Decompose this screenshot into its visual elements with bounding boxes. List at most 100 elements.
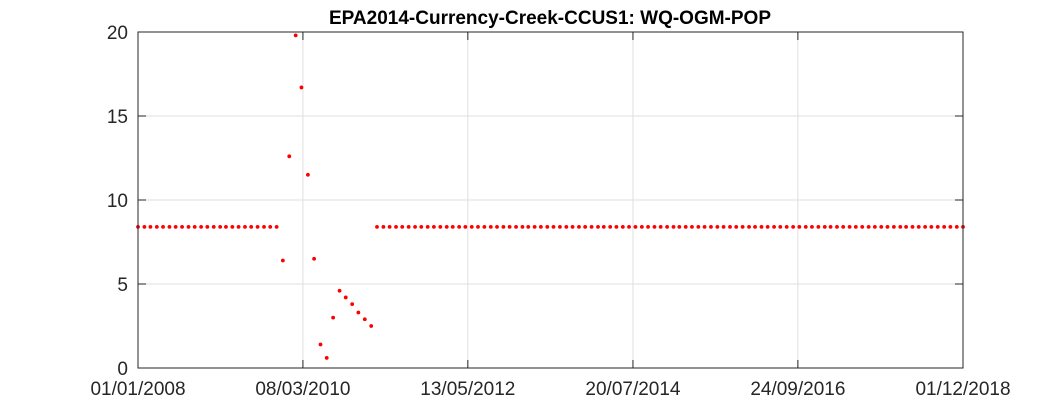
data-point [324, 356, 329, 360]
data-point [702, 224, 707, 229]
data-point [935, 224, 940, 229]
x-tick-label: 01/01/2008 [90, 379, 185, 400]
data-point [904, 224, 908, 229]
data-point [677, 224, 682, 229]
data-point [293, 33, 298, 38]
data-point [620, 224, 625, 229]
data-point [954, 224, 959, 229]
data-point [413, 224, 417, 229]
data-point [803, 224, 808, 229]
data-point [853, 224, 858, 229]
data-point [759, 224, 764, 229]
data-point [532, 224, 537, 229]
data-point [369, 324, 374, 328]
data-point [356, 310, 361, 315]
data-point [482, 224, 487, 229]
data-point [387, 224, 392, 229]
data-point [583, 224, 588, 229]
y-axis-tick-labels: 0 5 10 15 20 [107, 23, 128, 380]
data-point [639, 224, 644, 229]
data-point [381, 224, 386, 229]
data-point [740, 224, 745, 229]
data-point [753, 224, 757, 229]
axis-ticks [137, 31, 964, 369]
x-tick-label: 08/03/2010 [255, 379, 350, 400]
data-point [646, 224, 650, 229]
data-point [577, 224, 581, 229]
x-tick-label: 20/07/2014 [585, 379, 681, 400]
data-point [879, 224, 884, 229]
data-point [350, 302, 355, 307]
data-point [778, 224, 783, 229]
chart-title: EPA2014-Currency-Creek-CCUS1: WQ-OGM-POP [329, 8, 771, 29]
data-point [551, 224, 556, 229]
data-point [948, 224, 953, 229]
data-point [514, 224, 518, 229]
data-point [394, 224, 398, 229]
data-point [331, 315, 336, 320]
data-point [400, 224, 405, 229]
data-point [406, 224, 411, 229]
data-point [810, 224, 814, 229]
data-point [822, 224, 827, 229]
data-point [343, 295, 348, 300]
data-point [910, 224, 915, 229]
data-point [614, 224, 619, 229]
data-point [671, 224, 676, 229]
data-point [419, 224, 424, 229]
data-point [633, 224, 638, 229]
data-point [570, 224, 575, 229]
data-point [507, 224, 512, 229]
data-point [683, 224, 688, 229]
data-point [318, 342, 323, 347]
data-point [728, 224, 732, 229]
data-point [375, 224, 379, 229]
data-point [312, 256, 316, 261]
data-point [715, 224, 720, 229]
data-point [167, 224, 172, 229]
data-point [734, 224, 739, 229]
data-point [205, 224, 210, 229]
data-point [520, 224, 525, 229]
data-point [721, 224, 726, 229]
data-point [255, 224, 260, 229]
data-point [898, 224, 903, 229]
data-point [929, 224, 934, 229]
x-tick-label: 13/05/2012 [420, 379, 515, 400]
data-point [816, 224, 821, 229]
data-point [797, 224, 802, 229]
data-point [942, 224, 947, 229]
data-point [596, 224, 600, 229]
y-tick-label: 5 [117, 275, 128, 296]
data-point [841, 224, 846, 229]
data-point [828, 224, 833, 229]
data-point [431, 224, 436, 229]
data-point [218, 224, 223, 229]
data-point [847, 224, 852, 229]
data-point [249, 224, 254, 229]
data-point [180, 224, 184, 229]
x-tick-label: 24/09/2016 [750, 379, 845, 400]
data-point [545, 224, 550, 229]
data-point [148, 224, 153, 229]
data-point [438, 224, 443, 229]
data-point [916, 224, 921, 229]
data-point [224, 224, 228, 229]
data-point [469, 224, 474, 229]
data-point [772, 224, 776, 229]
data-point [243, 224, 247, 229]
data-point [337, 288, 342, 293]
data-point [488, 224, 493, 229]
data-point [305, 172, 310, 177]
data-point [425, 224, 430, 229]
data-point [262, 224, 266, 229]
data-point [154, 224, 159, 229]
data-point [601, 224, 606, 229]
data-point [747, 224, 751, 229]
data-point [784, 224, 789, 229]
x-tick-label: 01/12/2018 [915, 379, 1010, 400]
data-point [362, 317, 367, 322]
x-axis-tick-labels: 01/01/2008 08/03/2010 13/05/2012 20/07/2014… [90, 379, 1010, 400]
data-point [211, 224, 216, 229]
